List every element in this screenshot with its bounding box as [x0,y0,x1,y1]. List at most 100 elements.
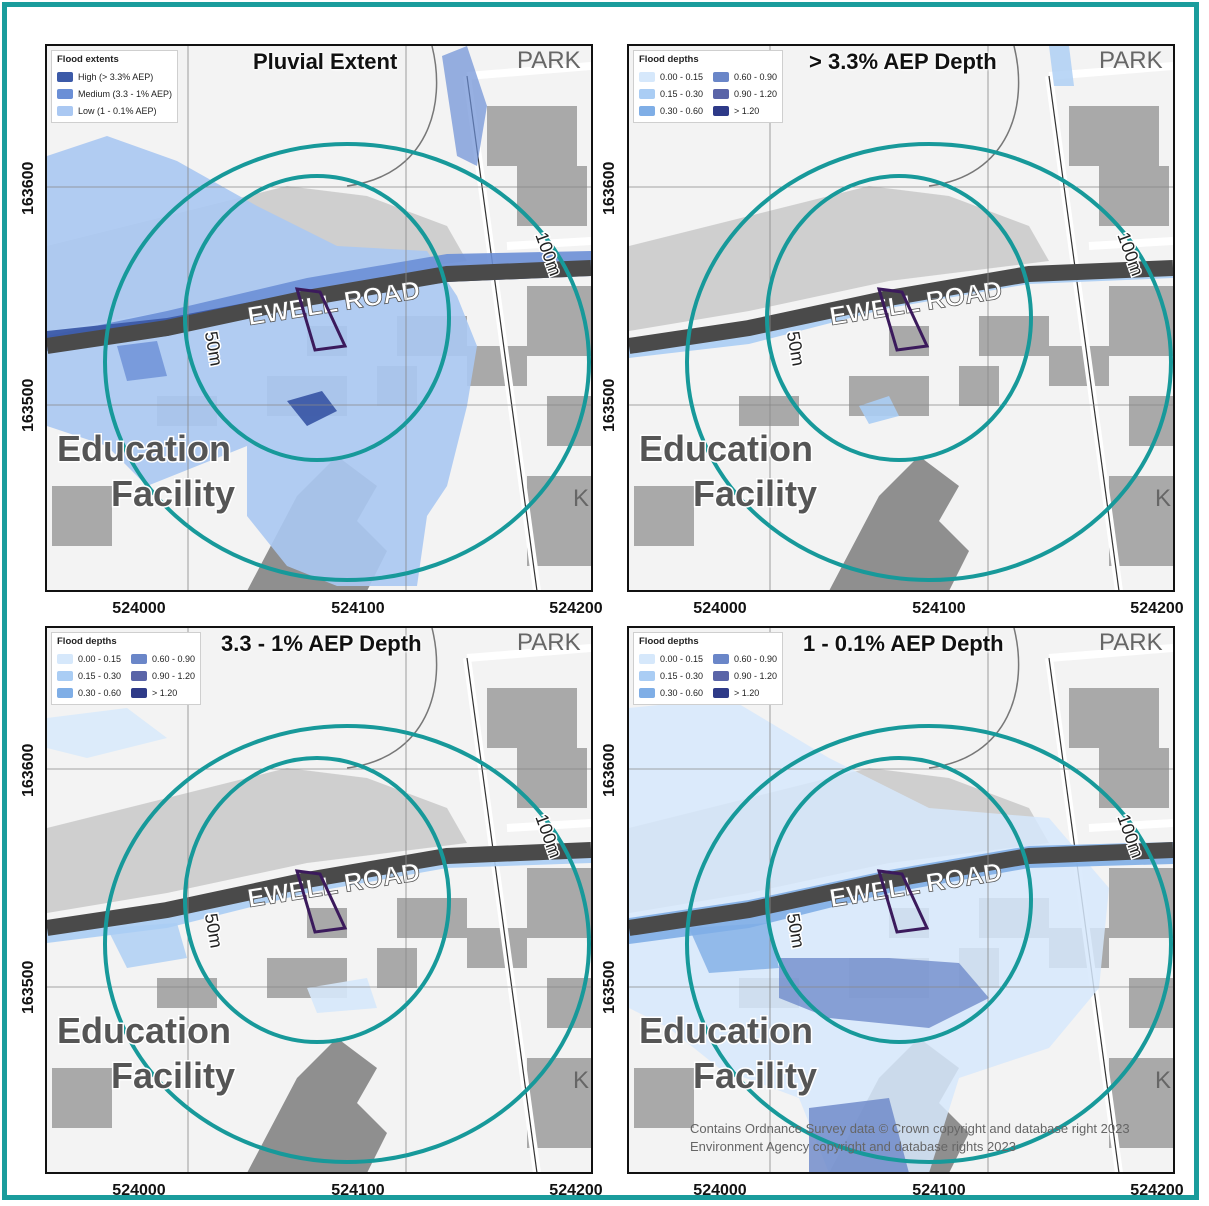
panel-title: 1 - 0.1% AEP Depth [803,631,1004,656]
education-label: Education [639,428,813,469]
x-tick-label: 524000 [112,600,166,617]
facility-label: Facility [693,473,817,514]
building [247,1038,387,1172]
legend-swatch [713,105,730,116]
building [157,978,217,1008]
legend-item: 0.90 - 1.20 [131,667,195,684]
building [979,316,1049,356]
y-tick-label: 163500 [601,378,618,432]
credit-line: Environment Agency copyright and databas… [690,1139,1016,1154]
panel-medium-depth: EWELL ROAD 100m 50m PARK K Education Facility … [45,626,593,1174]
legend-label: 0.00 - 0.15 [78,653,122,664]
legend-swatch [57,670,73,681]
legend-label: 0.60 - 0.90 [734,653,778,664]
x-tick-label: 524000 [693,600,747,617]
legend-item: 0.90 - 1.20 [713,667,777,684]
legend-item: 0.00 - 0.15 [57,650,121,667]
legend-swatch [131,687,148,698]
street-edge [466,657,538,1172]
building [467,346,527,386]
panel-high-depth: EWELL ROAD 100m 50m PARK K Education Facility … [627,44,1175,592]
panel-title: Pluvial Extent [253,49,398,74]
building [527,868,591,938]
site-boundary [294,869,348,934]
x-tick-label: 524100 [912,1182,966,1199]
credit-line: Contains Ordnance Survey data © Crown co… [690,1121,1130,1136]
panel-pluvial-extent: EWELL ROAD 100m 50m PARK K Education Facility … [45,44,593,592]
legend-swatch [639,105,655,116]
legend-swatch [713,653,730,664]
legend-label: High (> 3.3% AEP) [78,71,154,82]
legend-label: 0.30 - 0.60 [660,687,704,698]
x-tick-label: 524000 [693,1182,747,1199]
flood-area [1049,46,1074,86]
legend-swatch [639,670,655,681]
legend-label: 0.00 - 0.15 [660,71,704,82]
building [1049,346,1109,386]
y-tick-label: 163500 [601,960,618,1014]
flood-area [779,958,989,1028]
y-tick-label: 163500 [20,960,37,1014]
site-boundary [294,287,348,352]
legend-label: 0.30 - 0.60 [660,105,704,116]
x-tick-label: 524100 [912,600,966,617]
legend-swatch [57,105,73,116]
buffer-100m-ring [103,142,591,582]
flood-area [47,136,477,586]
y-tick-label: 163600 [601,161,618,215]
building [739,396,799,426]
panel-title: 3.3 - 1% AEP Depth [221,631,422,656]
buffer-100m-ring [103,724,591,1164]
flood-area [442,46,487,166]
legend-title: Flood depths [57,636,117,647]
legend-label: 0.60 - 0.90 [152,653,196,664]
building [377,948,417,988]
legend-swatch [639,88,655,99]
path-line [928,46,1020,187]
y-tick-label: 163600 [20,743,37,797]
legend-swatch [57,687,73,698]
legend-label: 0.15 - 0.30 [660,88,704,99]
flood-area [809,1098,909,1172]
park-label: PARK [517,629,581,656]
facility-label: Facility [111,1055,235,1096]
legend-item: 0.60 - 0.90 [713,650,777,667]
buffer-50m-ring [765,756,1033,1044]
x-tick-label: 524200 [549,1182,603,1199]
building [527,1058,591,1148]
buffer-50m-ring [183,756,451,1044]
building [1069,106,1159,166]
legend-label: > 1.20 [152,687,178,698]
buffer-100m-ring [685,724,1173,1164]
legend-label: 0.00 - 0.15 [660,653,704,664]
y-tick-label: 163500 [20,378,37,432]
education-label: Education [57,1010,231,1051]
legend-item: 0.15 - 0.30 [57,667,121,684]
flood-area [629,698,1109,1172]
site-boundary [876,869,930,934]
legend-label: > 1.20 [734,105,760,116]
flood-area [47,708,167,758]
flood-area [117,341,167,381]
x-tick-label: 524200 [1130,600,1184,617]
legend-swatch [713,670,730,681]
legend-label: Low (1 - 0.1% AEP) [78,105,157,116]
x-tick-label: 524100 [331,600,385,617]
legend-item: 0.15 - 0.30 [639,667,703,684]
flood-area [689,923,779,973]
x-tick-label: 524100 [331,1182,385,1199]
path-line [928,628,1020,769]
path-line [346,628,438,769]
legend-label: 0.60 - 0.90 [734,71,778,82]
land-parcel [629,186,1049,331]
building [634,486,694,546]
building [52,1068,112,1128]
facility-label: Facility [111,473,235,514]
park-label: PARK [1099,629,1163,656]
building [467,928,527,968]
street-edge [466,75,538,590]
legend-item: 0.30 - 0.60 [639,684,703,701]
